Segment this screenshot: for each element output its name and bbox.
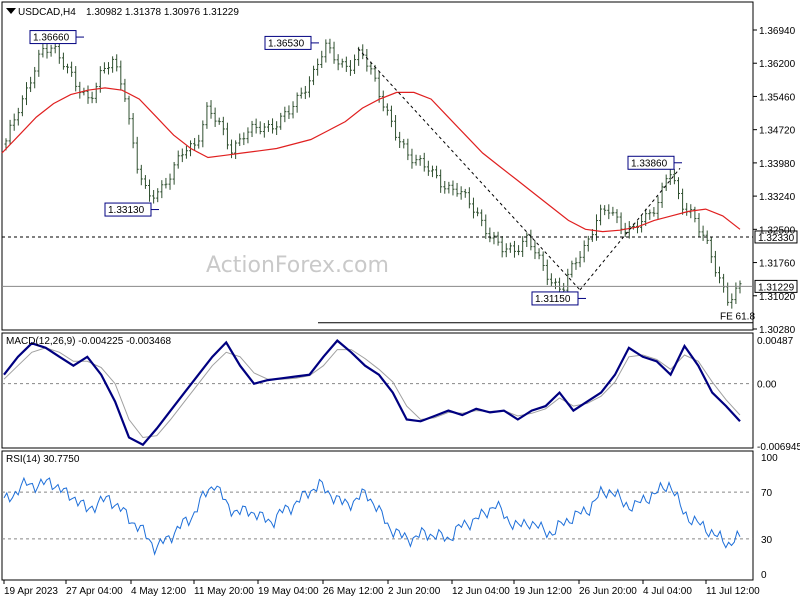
xtick-label-9: 26 Jun 20:00	[579, 586, 637, 597]
xtick-label-2: 4 May 12:00	[131, 586, 186, 597]
panel-frame-2	[1, 450, 754, 581]
xtick-label-0: 19 Apr 2023	[4, 586, 58, 597]
projection-dashed-line	[357, 48, 581, 291]
right-tag-dashed: 1.32330	[758, 233, 795, 244]
price-ytick-label-4: 1.33980	[759, 159, 796, 170]
symbol-label: USDCAD,H4	[18, 7, 76, 18]
rsi-line	[3, 476, 741, 556]
macd-signal-line	[3, 347, 741, 439]
macd-label: MACD(12,26,9) -0.004225 -0.003468	[6, 336, 172, 347]
level-box-label-1: 1.33130	[108, 205, 145, 216]
level-box-label-4: 1.31150	[535, 294, 571, 305]
macd-ytick-label-1: 0.00	[757, 380, 777, 391]
price-ytick-label-5: 1.33240	[759, 192, 796, 203]
level-box-label-3: 1.33860	[631, 158, 668, 169]
rsi-ytick-label-3: 0	[761, 570, 767, 581]
level-box-label-2: 1.36530	[268, 38, 305, 49]
macd-ytick-label-0: 0.00487	[757, 336, 794, 347]
xtick-label-5: 26 May 12:00	[323, 586, 384, 597]
panel-frame-1	[1, 332, 754, 449]
price-ytick-label-7: 1.31760	[759, 259, 796, 270]
xtick-label-3: 11 May 20:00	[194, 586, 254, 597]
right-tag-current: 1.31229	[758, 282, 795, 293]
fe-label: FE 61.8	[720, 312, 755, 323]
rsi-ytick-label-0: 100	[761, 453, 778, 464]
xtick-label-10: 4 Jul 04:00	[643, 586, 692, 597]
price-ytick-label-1: 1.36200	[759, 59, 796, 70]
price-ytick-label-2: 1.35460	[759, 92, 796, 103]
xtick-label-8: 19 Jun 12:00	[514, 586, 572, 597]
price-ytick-label-6: 1.32500	[759, 225, 796, 236]
price-ytick-label-9: 1.30280	[759, 325, 796, 336]
projection-dashed-line	[579, 167, 681, 291]
xtick-label-6: 2 Jun 20:00	[388, 586, 441, 597]
panel-frame-0	[1, 1, 754, 331]
price-ytick-label-0: 1.36940	[759, 26, 796, 37]
xtick-label-11: 11 Jul 12:00	[706, 586, 760, 597]
ohlc-label: 1.30982 1.31378 1.30976 1.31229	[86, 7, 239, 18]
rsi-ytick-label-2: 30	[761, 535, 773, 546]
price-ytick-label-8: 1.31020	[759, 292, 796, 303]
xtick-label-1: 27 Apr 04:00	[66, 586, 123, 597]
moving-average-line	[1, 87, 741, 233]
price-ytick-label-3: 1.34720	[759, 126, 796, 137]
dropdown-triangle-icon[interactable]	[6, 8, 16, 14]
macd-ytick-label-2: -0.006945	[757, 442, 800, 453]
right-tag-dashed-box	[754, 230, 798, 244]
xtick-label-7: 12 Jun 04:00	[452, 586, 510, 597]
level-box-label-0: 1.36660	[33, 33, 70, 44]
xtick-label-4: 19 May 04:00	[258, 586, 319, 597]
rsi-label: RSI(14) 30.7750	[6, 454, 80, 465]
macd-main-line	[3, 339, 741, 447]
rsi-ytick-label-1: 70	[761, 488, 773, 499]
right-tag-current-box	[754, 279, 798, 293]
watermark: ActionForex.com	[206, 253, 389, 278]
